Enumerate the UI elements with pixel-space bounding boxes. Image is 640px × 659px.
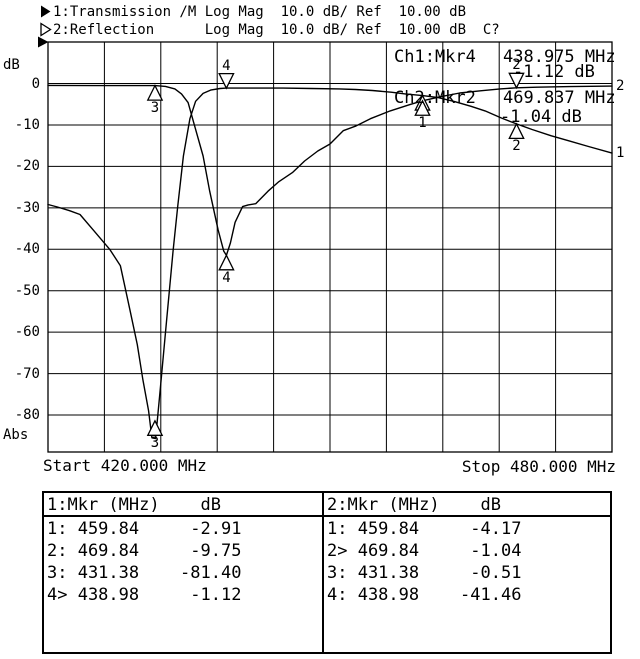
channel1-active-triangle-icon bbox=[41, 5, 51, 18]
trace-2 bbox=[47, 84, 613, 257]
marker-table-row: 1: 459.84 -2.91 bbox=[47, 519, 242, 539]
marker-table-ch2: 2:Mkr (MHz) dB 1: 459.84 -4.17 2> 469.84 … bbox=[324, 493, 610, 652]
y-tick--60: -60 bbox=[14, 324, 40, 341]
marker-table-ch2-header: 2:Mkr (MHz) dB bbox=[327, 495, 501, 515]
marker-table-ch1-header: 1:Mkr (MHz) dB bbox=[47, 495, 221, 515]
marker-table-row: 2: 469.84 -9.75 bbox=[47, 541, 242, 561]
marker-3-label: 3 bbox=[150, 435, 160, 452]
marker-2-trace1-icon bbox=[508, 122, 525, 140]
y-axis-unit-label: dB bbox=[3, 57, 20, 73]
marker-table-row: 2> 469.84 -1.04 bbox=[327, 541, 522, 561]
marker-3-trace1-icon bbox=[146, 419, 164, 436]
marker-table-row: 3: 431.38 -81.40 bbox=[47, 563, 242, 583]
marker-table: 1:Mkr (MHz) dB 1: 459.84 -2.91 2: 469.84 … bbox=[42, 491, 612, 654]
y-tick--40: -40 bbox=[14, 241, 40, 258]
y-tick--80: -80 bbox=[14, 407, 40, 424]
marker-table-row: 4> 438.98 -1.12 bbox=[47, 585, 242, 605]
marker-4-trace1-icon bbox=[218, 72, 235, 90]
sweep-start-label: Start 420.000 MHz bbox=[43, 456, 207, 475]
y-tick--30: -30 bbox=[14, 199, 40, 216]
marker-table-row: 3: 431.38 -0.51 bbox=[327, 563, 522, 583]
marker-3-trace2-icon bbox=[146, 84, 164, 101]
marker-3-label: 3 bbox=[150, 100, 160, 117]
trace-1-end-label: 1 bbox=[616, 145, 625, 162]
marker-table-row: 4: 438.98 -41.46 bbox=[327, 585, 522, 605]
marker-1-trace2-icon bbox=[414, 99, 431, 116]
ch2-marker-readout-freq: 469.837 MHz bbox=[503, 88, 616, 108]
marker-table-ch1-separator bbox=[44, 515, 322, 517]
y-axis-abs-label: Abs bbox=[3, 427, 29, 443]
marker-table-ch1-rows: 1: 459.84 -2.91 2: 469.84 -9.75 3: 431.38 … bbox=[47, 518, 241, 606]
marker-2-trace2-icon bbox=[508, 72, 525, 90]
ch1-marker-readout-label: Ch1:Mkr4 bbox=[394, 47, 476, 67]
ch2-marker-readout-label: Ch2:Mkr2 bbox=[394, 88, 476, 108]
y-tick--70: -70 bbox=[14, 365, 40, 382]
trace-1 bbox=[47, 87, 613, 440]
marker-table-ch2-rows: 1: 459.84 -4.17 2> 469.84 -1.04 3: 431.38 … bbox=[327, 518, 521, 606]
y-tick--20: -20 bbox=[14, 158, 40, 175]
channel2-title: 2:Reflection Log Mag 10.0 dB/ Ref 10.00 … bbox=[53, 22, 500, 38]
y-tick--50: -50 bbox=[14, 282, 40, 299]
ch1-marker-readout-freq: 438.975 MHz bbox=[503, 47, 616, 67]
marker-4-label: 4 bbox=[222, 57, 231, 74]
sweep-stop-label: Stop 480.000 MHz bbox=[461, 457, 616, 476]
marker-4-label: 4 bbox=[222, 269, 231, 286]
ch1-marker-readout-value: -1.12 dB bbox=[513, 62, 595, 82]
marker-1-label: 1 bbox=[418, 115, 427, 132]
y-tick--10: -10 bbox=[14, 116, 40, 133]
trace-2-end-label: 2 bbox=[616, 78, 625, 95]
ch2-marker-readout-value: -1.04 dB bbox=[500, 107, 582, 127]
marker-table-ch2-separator bbox=[324, 515, 610, 517]
y-tick-0: 0 bbox=[31, 75, 40, 92]
channel1-title: 1:Transmission /M Log Mag 10.0 dB/ Ref 1… bbox=[53, 4, 467, 20]
marker-table-row: 1: 459.84 -4.17 bbox=[327, 519, 522, 539]
marker-2-label: 2 bbox=[512, 138, 521, 155]
channel2-inactive-triangle-icon bbox=[40, 22, 52, 37]
marker-4-trace2-icon bbox=[218, 253, 235, 271]
marker-2-label: 2 bbox=[512, 57, 521, 74]
marker-table-ch1: 1:Mkr (MHz) dB 1: 459.84 -2.91 2: 469.84 … bbox=[44, 493, 324, 652]
reference-level-indicator-icon bbox=[38, 36, 49, 48]
